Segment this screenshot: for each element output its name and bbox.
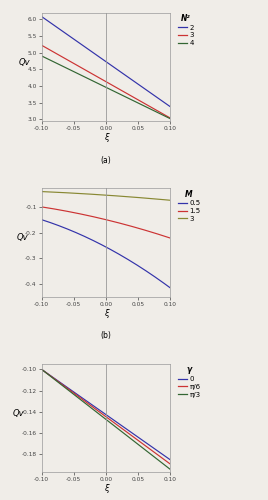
- X-axis label: ξ: ξ: [103, 308, 108, 318]
- Text: (a): (a): [100, 156, 111, 164]
- X-axis label: ξ: ξ: [103, 484, 108, 494]
- Text: (b): (b): [100, 332, 111, 340]
- Legend: 2, 3, 4: 2, 3, 4: [177, 14, 194, 46]
- Y-axis label: Qv: Qv: [13, 410, 25, 418]
- Legend: 0.5, 1.5, 3: 0.5, 1.5, 3: [177, 190, 200, 222]
- X-axis label: ξ: ξ: [103, 133, 108, 142]
- Y-axis label: Qv: Qv: [19, 58, 30, 66]
- Y-axis label: Qv: Qv: [17, 234, 28, 242]
- Legend: 0, π/6, π/3: 0, π/6, π/3: [177, 366, 200, 398]
